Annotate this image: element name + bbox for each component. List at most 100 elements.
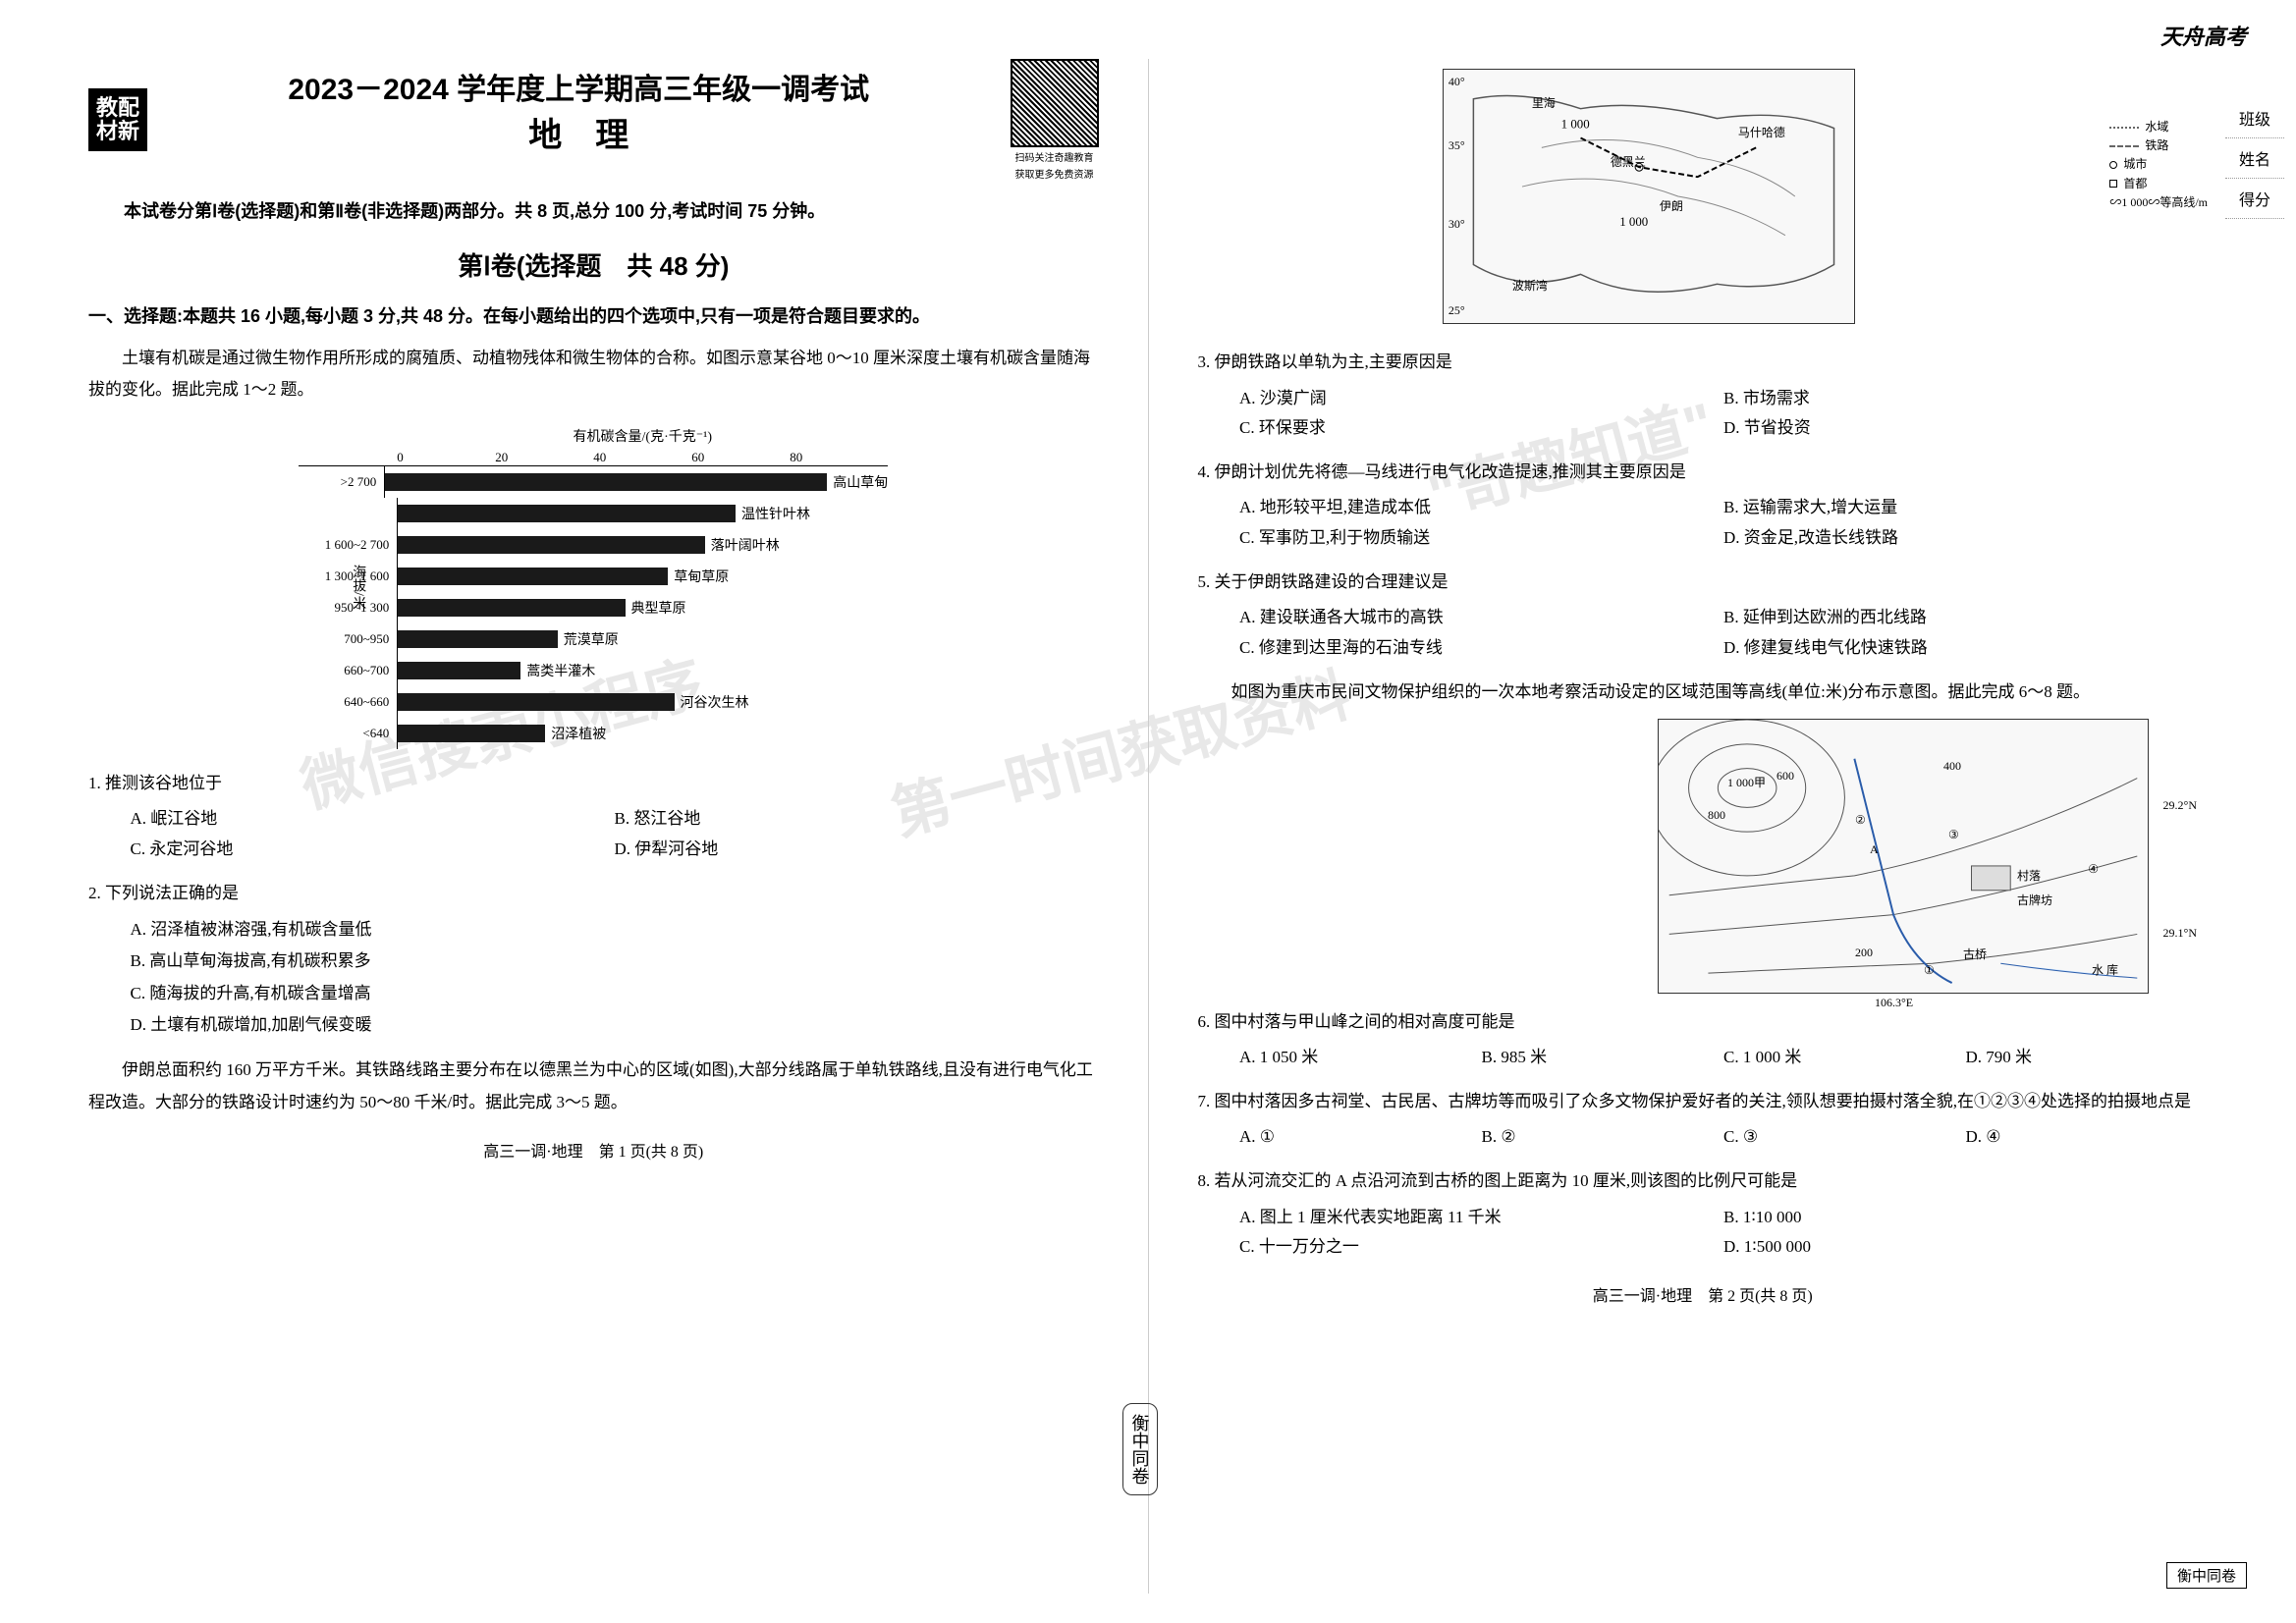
question-2: 2. 下列说法正确的是 A. 沼泽植被淋溶强,有机碳含量低 B. 高山草甸海拔高… (88, 879, 1099, 1042)
village-label: 村落 (2017, 867, 2041, 884)
x-tick: 80 (790, 450, 888, 465)
option-c: C. 永定河谷地 (131, 835, 615, 865)
option-a: A. 建设联通各大城市的高铁 (1239, 603, 1723, 633)
bar-area: 高山草甸 (384, 466, 888, 498)
option-c: C. 修建到达里海的石油专线 (1239, 633, 1723, 664)
bridge-label: 古桥 (1963, 946, 1987, 962)
contour-label: 200 (1855, 946, 1873, 960)
legend-label: 城市 (2123, 155, 2147, 174)
bar-area: 草甸草原 (397, 561, 888, 592)
chart-row: 温性针叶林 (299, 498, 888, 529)
lat-label: 29.2°N (2163, 798, 2197, 813)
passage-1: 土壤有机碳是通过微生物作用所形成的腐殖质、动植物残体和微生物体的合称。如图示意某… (88, 343, 1099, 406)
chart-row: 950~1 300典型草原 (299, 592, 888, 623)
brand-top: 天舟高考 (2160, 20, 2247, 51)
chart-row: 660~700蒿类半灌木 (299, 655, 888, 686)
option-a: A. 岷江谷地 (131, 804, 615, 835)
option-d: D. 1∶500 000 (1723, 1232, 2208, 1263)
chart-x-axis: 0 20 40 60 80 (299, 450, 888, 466)
capital-icon (2109, 180, 2117, 188)
bar (398, 693, 674, 711)
bar-label: 典型草原 (631, 598, 686, 618)
bar (398, 568, 668, 585)
svg-text:1 000: 1 000 (1561, 118, 1590, 132)
qr-caption: 获取更多免费资源 (1011, 166, 1099, 181)
lat-label: 30° (1449, 217, 1465, 232)
option-a: A. ① (1239, 1122, 1482, 1153)
map-chongqing: 1 000甲 800 600 400 200 村落 古牌坊 古桥 水 库 A ①… (1658, 719, 2149, 994)
question-1: 1. 推测该谷地位于 A. 岷江谷地 B. 怒江谷地 C. 永定河谷地 D. 伊… (88, 769, 1099, 865)
chart-row: >2 700高山草甸 (299, 466, 888, 498)
page-2: 1 000 1 000 40° 35° 30° 25° 里海 德黑兰 伊朗 马什… (1149, 59, 2258, 1594)
option-c: C. 十一万分之一 (1239, 1232, 1723, 1263)
bar-area: 典型草原 (397, 592, 888, 623)
map-label: 德黑兰 (1611, 153, 1646, 170)
question-8: 8. 若从河流交汇的 A 点沿河流到古桥的图上距离为 10 厘米,则该图的比例尺… (1198, 1166, 2209, 1263)
y-label: 1 600~2 700 (299, 537, 397, 553)
passage-2: 伊朗总面积约 160 万平方千米。其铁路线路主要分布在以德黑兰为中心的区域(如图… (88, 1055, 1099, 1118)
bar-area: 温性针叶林 (397, 498, 888, 529)
peak-label: 1 000甲 (1727, 774, 1766, 790)
map-label: 马什哈德 (1738, 124, 1785, 140)
lat-label: 25° (1449, 303, 1465, 318)
point-a: A (1870, 842, 1879, 857)
q-stem: 1. 推测该谷地位于 (88, 769, 1099, 799)
chart-row: 1 300~1 600草甸草原 (299, 561, 888, 592)
option-b: B. 怒江谷地 (615, 804, 1099, 835)
option-d: D. 790 米 (1966, 1043, 2209, 1073)
map-iran: 1 000 1 000 40° 35° 30° 25° 里海 德黑兰 伊朗 马什… (1443, 69, 1855, 324)
contour-label: 800 (1708, 808, 1725, 823)
q-stem: 2. 下列说法正确的是 (88, 879, 1099, 909)
question-5: 5. 关于伊朗铁路建设的合理建议是 A. 建设联通各大城市的高铁B. 延伸到达欧… (1198, 568, 2209, 664)
q-stem: 7. 图中村落因多古祠堂、古民居、古牌坊等而吸引了众多文物保护爱好者的关注,领队… (1198, 1087, 2209, 1117)
option-d: D. 资金足,改造长线铁路 (1723, 523, 2208, 554)
option-a: A. 沙漠广阔 (1239, 384, 1723, 414)
num-label: ① (1924, 963, 1935, 978)
option-c: C. 军事防卫,利于物质输送 (1239, 523, 1723, 554)
lat-label: 35° (1449, 138, 1465, 153)
option-d: D. 伊犁河谷地 (615, 835, 1099, 865)
option-b: B. 1∶10 000 (1723, 1203, 2208, 1233)
legend-label: ∽1 000∽等高线/m (2109, 193, 2208, 212)
lon-label: 106.3°E (1875, 996, 1913, 1010)
x-tick: 0 (397, 450, 495, 465)
bar-area: 沼泽植被 (397, 718, 888, 749)
x-tick: 60 (691, 450, 790, 465)
contour-label: 400 (1943, 759, 1961, 774)
q-stem: 6. 图中村落与甲山峰之间的相对高度可能是 (1198, 1007, 2209, 1038)
option-d: D. 土壤有机碳增加,加剧气候变暖 (131, 1009, 1099, 1041)
subject-title: 地 理 (167, 108, 991, 156)
y-label: 700~950 (299, 631, 397, 647)
option-a: A. 地形较平坦,建造成本低 (1239, 493, 1723, 523)
bar-label: 落叶阔叶林 (711, 535, 780, 555)
option-d: D. 修建复线电气化快速铁路 (1723, 633, 2208, 664)
option-a: A. 1 050 米 (1239, 1043, 1482, 1073)
water-icon (2109, 127, 2139, 129)
chart-organic-carbon: 有机碳含量/(克·千克⁻¹) 0 20 40 60 80 海拔/米 >2 700… (299, 426, 888, 749)
option-b: B. 高山草甸海拔高,有机碳积累多 (131, 946, 1099, 977)
question-3: 3. 伊朗铁路以单轨为主,主要原因是 A. 沙漠广阔B. 市场需求 C. 环保要… (1198, 348, 2209, 444)
option-a: A. 沼泽植被淋溶强,有机碳含量低 (131, 914, 1099, 946)
option-a: A. 图上 1 厘米代表实地距离 11 千米 (1239, 1203, 1723, 1233)
y-label: 660~700 (299, 663, 397, 678)
bar-area: 蒿类半灌木 (397, 655, 888, 686)
paifang-label: 古牌坊 (2017, 892, 2052, 908)
map-label: 波斯湾 (1512, 277, 1548, 294)
passage-3: 如图为重庆市民间文物保护组织的一次本地考察活动设定的区域范围等高线(单位:米)分… (1198, 676, 2209, 708)
q-stem: 5. 关于伊朗铁路建设的合理建议是 (1198, 568, 2209, 598)
qr-caption: 扫码关注奇趣教育 (1011, 149, 1099, 164)
legend-label: 水域 (2145, 118, 2168, 136)
contour-label: 600 (1777, 769, 1794, 784)
option-b: B. 运输需求大,增大运量 (1723, 493, 2208, 523)
map-legend: 水域 铁路 城市 首都 ∽1 000∽等高线/m (2109, 118, 2208, 212)
option-d: D. ④ (1966, 1122, 2209, 1153)
bar-label: 草甸草原 (674, 567, 729, 586)
option-b: B. 延伸到达欧洲的西北线路 (1723, 603, 2208, 633)
option-b: B. 市场需求 (1723, 384, 2208, 414)
option-c: C. 1 000 米 (1723, 1043, 1966, 1073)
y-label: 640~660 (299, 694, 397, 710)
chart-row: 1 600~2 700 落叶阔叶林 (299, 529, 888, 561)
footer-right: 高三一调·地理 第 2 页(共 8 页) (1198, 1282, 2209, 1306)
bar-label: 沼泽植被 (551, 724, 606, 743)
num-label: ③ (1948, 828, 1959, 842)
